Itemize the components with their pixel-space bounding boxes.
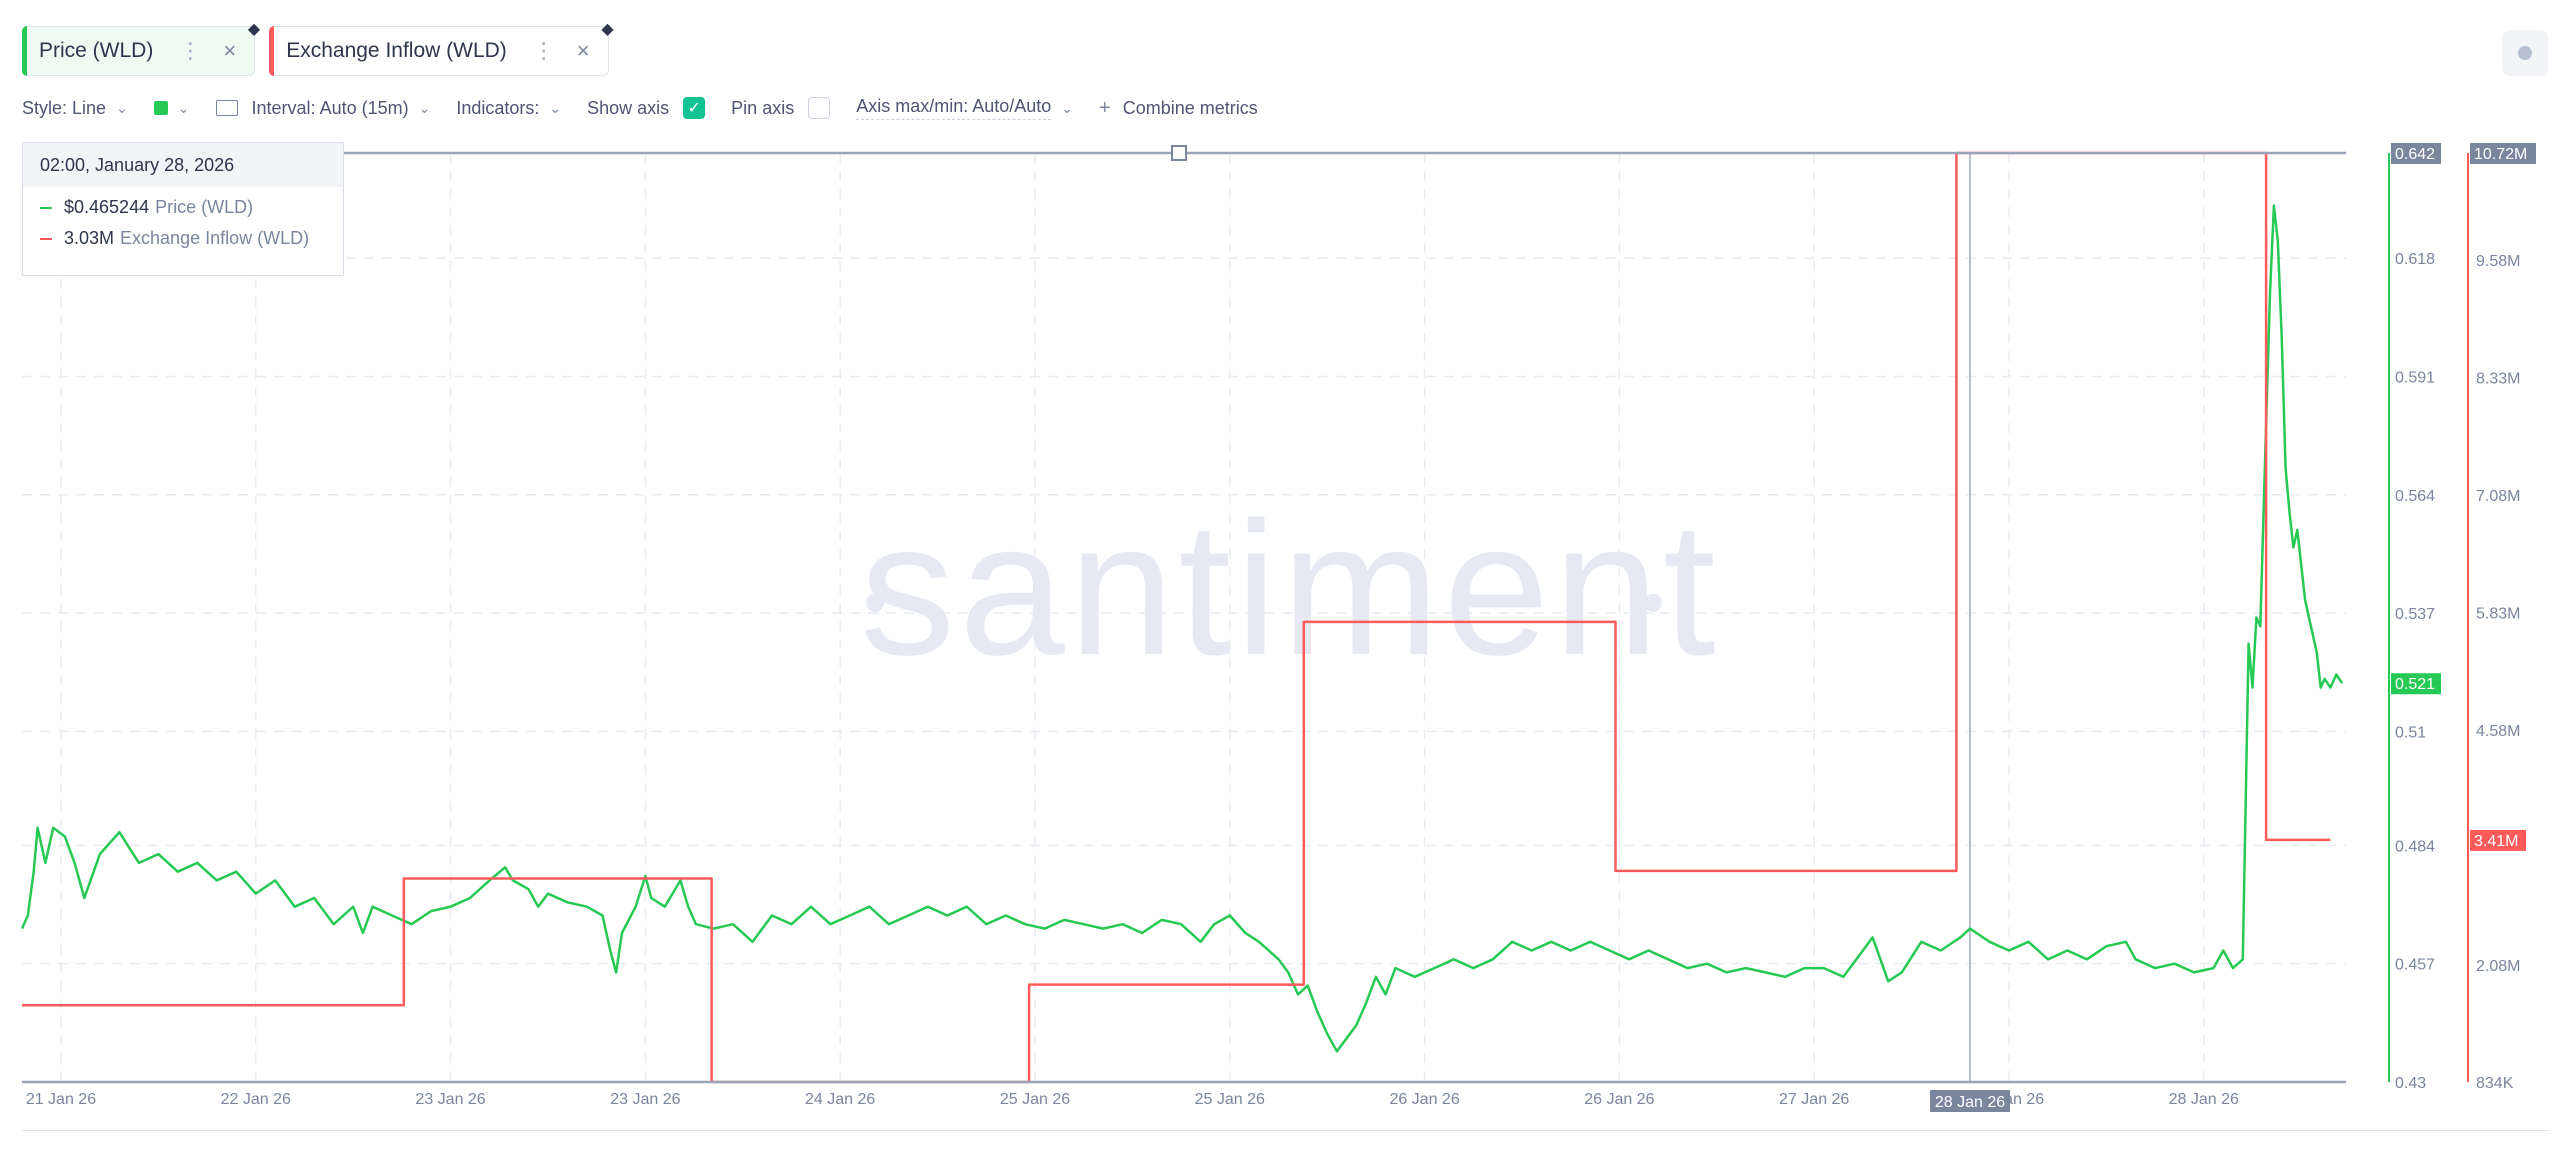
y-left-tick-label: 0.564 [2395,488,2435,505]
style-dropdown[interactable]: Style: Line ⌄ [22,98,128,119]
close-icon[interactable]: × [223,38,237,63]
close-icon[interactable]: × [576,38,590,63]
y-left-tick-label: 0.457 [2395,957,2435,974]
more-vertical-icon[interactable]: ⋮ [179,38,201,63]
pin-axis-checkbox[interactable] [808,97,831,119]
y-right-max-badge: 10.72M [2474,146,2527,163]
y-left-current-badge: 0.521 [2395,676,2435,693]
y-left-tick-label: 0.618 [2395,251,2435,268]
y-right-current-badge: 3.41M [2474,833,2518,850]
y-left-current-badge-bg [2391,673,2441,695]
x-tick-label: 27 Jan 26 [1779,1091,1849,1108]
color-swatch-icon [153,101,168,115]
y-left-tick-label: 0.591 [2395,369,2435,386]
combine-metrics-label: Combine metrics [1122,97,1258,118]
color-picker[interactable]: ⌄ [153,99,190,117]
y-right-tick-label: 9.58M [2476,253,2520,270]
x-tick-label: 22 Jan 26 [221,1091,291,1108]
indicators-dropdown[interactable]: Indicators: ⌄ [456,98,561,119]
pin-axis-label: Pin axis [731,97,795,118]
axis-maxmin-dropdown[interactable]: Axis max/min: Auto/Auto ⌄ [856,96,1073,120]
tab-price[interactable]: Price (WLD) ⋮ × ◆ [22,21,260,76]
chart-settings-button[interactable] [2502,30,2548,76]
price-line-icon [40,206,52,209]
style-label: Style: Line [22,97,107,118]
chevron-down-icon: ⌄ [549,99,562,116]
x-tick-label: 24 Jan 26 [805,1091,875,1108]
crosshair-date-badge: 28 Jan 26 [1935,1094,2005,1111]
crosshair-date-badge-bg [1930,1090,2011,1112]
y-left-tick-label: 0.537 [2395,606,2435,623]
interval-dropdown[interactable]: Interval: Auto (15m) ⌄ [215,97,431,119]
show-axis-toggle[interactable]: Show axis ✓ [587,97,706,119]
y-right-tick-label: 4.58M [2476,723,2520,740]
watermark-dot-right [1644,594,1662,612]
chevron-down-icon: ⌄ [116,99,128,116]
ruler-icon [215,100,238,116]
y-right-tick-label: 8.33M [2476,371,2520,388]
top-handle-icon [1171,145,1187,161]
show-axis-label: Show axis [587,97,670,118]
y-right-tick-label: 834K [2476,1075,2514,1092]
interval-label: Interval: Auto (15m) [251,97,409,118]
tooltip-inflow-row: 3.03M Exchange Inflow (WLD) [23,228,343,249]
indicators-label: Indicators: [456,97,540,118]
tab-inflow-label: Exchange Inflow (WLD) [286,39,507,62]
tab-price-label: Price (WLD) [39,39,154,62]
tooltip-inflow-name: Exchange Inflow (WLD) [120,228,310,248]
x-tick-label: 26 Jan 26 [1584,1091,1654,1108]
y-right-current-badge-bg [2470,829,2526,851]
combine-metrics-button[interactable]: + Combine metrics [1099,97,1258,120]
chevron-down-icon: ⌄ [418,99,431,116]
price-line [20,204,2344,1053]
chart-controls: Style: Line ⌄ ⌄ Interval: Auto (15m) ⌄ Ind… [22,96,1284,120]
x-tick-label: 23 Jan 26 [610,1091,680,1108]
y-right-max-badge-bg [2470,143,2536,164]
chart-axes: 21 Jan 26 22 Jan 26 23 Jan 26 23 Jan 26 24 J… [22,143,2536,1112]
tab-exchange-inflow[interactable]: Exchange Inflow (WLD) ⋮ × ◆ [269,21,614,76]
tooltip-price-name: Price (WLD) [155,197,254,217]
x-tick-label: 28 Jan 26 [2169,1091,2239,1108]
y-left-max-badge: 0.642 [2395,146,2435,163]
ethereum-icon: ◆ [601,21,614,38]
x-tick-label: 25 Jan 26 [1000,1091,1070,1108]
pin-axis-toggle[interactable]: Pin axis [731,97,831,119]
chevron-down-icon: ⌄ [1061,99,1074,116]
x-tick-label: 21 Jan 26 [26,1091,96,1108]
y-left-tick-label: 0.43 [2395,1075,2426,1092]
metric-tabs: Price (WLD) ⋮ × ◆ Exchange Inflow (WLD) … [22,21,614,76]
hover-tooltip: 02:00, January 28, 2026 $0.465244 Price … [22,142,344,276]
tooltip-inflow-value: 3.03M [64,228,115,248]
ethereum-icon: ◆ [247,21,261,38]
chart-series [20,151,2344,1084]
y-left-tick-label: 0.484 [2395,838,2435,855]
inflow-color-bar [269,26,275,76]
watermark-dot-left [866,594,884,612]
y-right-tick-label: 7.08M [2476,488,2520,505]
tooltip-price-value: $0.465244 [64,197,150,217]
show-axis-checkbox[interactable]: ✓ [683,97,706,119]
x-tick-label: 26 Jan 26 [1389,1091,1459,1108]
more-vertical-icon[interactable]: ⋮ [532,38,555,63]
y-left-max-badge-bg [2391,143,2441,164]
tooltip-price-row: $0.465244 Price (WLD) [23,197,343,218]
x-tick-label: 23 Jan 26 [415,1091,485,1108]
y-right-tick-label: 2.08M [2476,958,2520,975]
chart-grid [22,153,2346,1083]
exchange-inflow-line [22,151,2331,1084]
plus-icon: + [1099,96,1111,119]
axis-maxmin-label: Axis max/min: Auto/Auto [856,96,1052,120]
price-color-bar [22,26,27,76]
inflow-line-icon [40,237,52,240]
navigator-strip[interactable] [22,1130,2550,1151]
x-tick-label: 25 Jan 26 [1195,1091,1265,1108]
tooltip-date: 02:00, January 28, 2026 [23,143,343,187]
chevron-down-icon: ⌄ [177,99,190,116]
y-right-tick-label: 5.83M [2476,606,2520,623]
dot-icon [2518,46,2532,60]
y-left-tick-label: 0.51 [2395,724,2426,741]
